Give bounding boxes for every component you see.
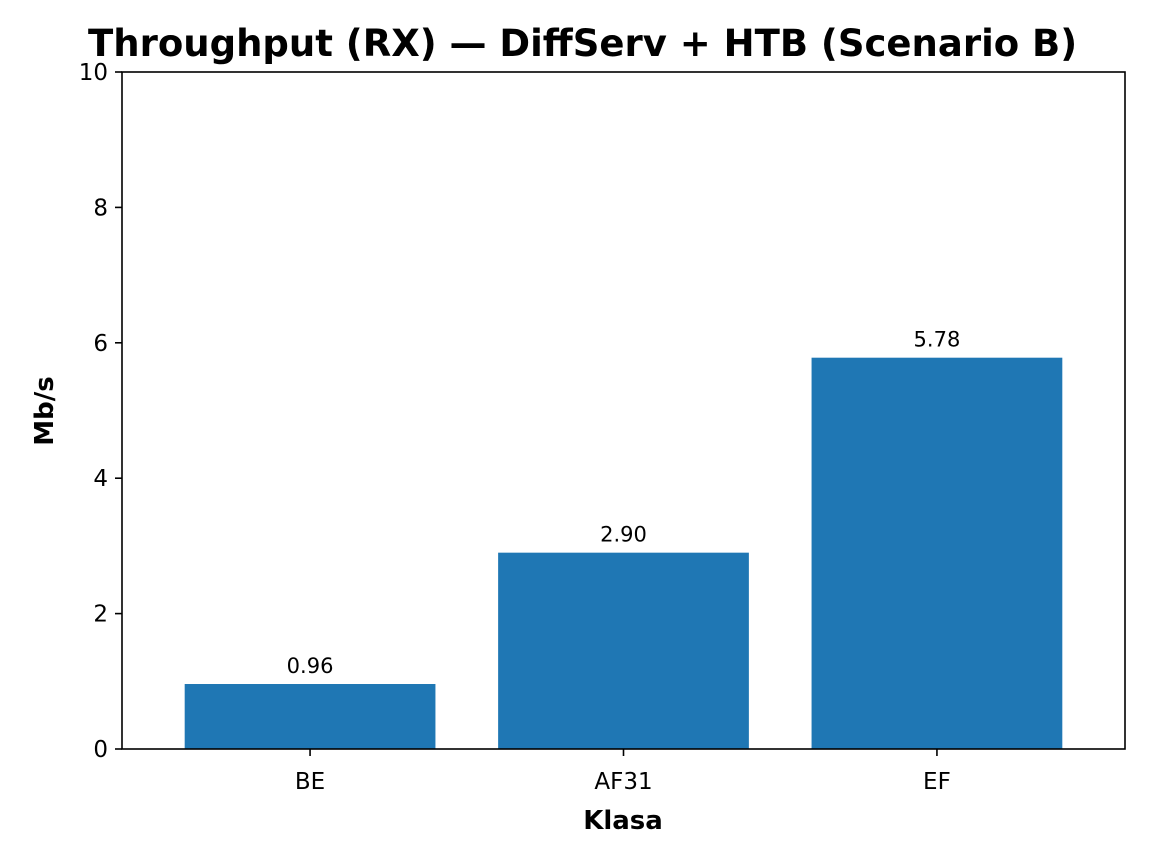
y-tick-label-0: 0 (93, 737, 108, 763)
value-label-be: 0.96 (287, 654, 334, 678)
value-labels-layer: 0.96 2.90 5.78 (287, 328, 961, 678)
y-axis: 0 2 4 6 8 10 (79, 60, 122, 763)
x-tick-label-af31: AF31 (594, 769, 652, 795)
bar-be (184, 684, 436, 749)
bar-af31 (498, 552, 749, 749)
x-tick-label-be: BE (295, 769, 325, 795)
value-label-af31: 2.90 (600, 523, 647, 547)
y-tick-label-6: 6 (93, 331, 108, 357)
bar-ef (811, 357, 1063, 749)
bars-layer (184, 357, 1063, 749)
x-tick-label-ef: EF (923, 769, 951, 795)
chart-title: Throughput (RX) — DiffServ + HTB (Scenar… (88, 22, 1077, 65)
y-tick-label-10: 10 (79, 60, 108, 86)
x-axis-label: Klasa (583, 806, 663, 836)
y-axis-label: Mb/s (30, 376, 60, 445)
value-label-ef: 5.78 (914, 328, 961, 352)
y-tick-label-2: 2 (93, 602, 108, 628)
y-tick-label-4: 4 (93, 466, 108, 492)
y-tick-label-8: 8 (93, 195, 108, 221)
x-axis: BE AF31 EF (295, 749, 951, 795)
